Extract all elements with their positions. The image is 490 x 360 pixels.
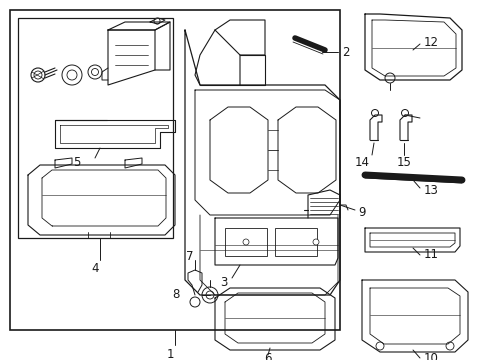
Ellipse shape — [154, 18, 160, 24]
Ellipse shape — [385, 73, 395, 83]
Bar — [10, 10, 340, 330]
Ellipse shape — [62, 65, 82, 85]
Ellipse shape — [401, 109, 409, 117]
Text: 10: 10 — [424, 351, 439, 360]
Bar — [275, 228, 317, 256]
Text: 3: 3 — [220, 275, 228, 288]
Text: 4: 4 — [91, 261, 99, 274]
Text: 1: 1 — [166, 347, 174, 360]
Ellipse shape — [376, 342, 384, 350]
Ellipse shape — [243, 239, 249, 245]
Text: 2: 2 — [342, 45, 349, 58]
Ellipse shape — [92, 68, 98, 76]
Ellipse shape — [31, 68, 45, 82]
Text: 14: 14 — [354, 156, 369, 168]
Bar — [225, 228, 267, 256]
Text: 13: 13 — [424, 184, 439, 197]
Ellipse shape — [371, 109, 378, 117]
Ellipse shape — [34, 71, 42, 79]
Text: 15: 15 — [396, 156, 412, 168]
Text: 5: 5 — [73, 156, 80, 168]
Ellipse shape — [190, 297, 200, 307]
Ellipse shape — [202, 287, 218, 303]
Ellipse shape — [313, 239, 319, 245]
Text: 8: 8 — [172, 288, 180, 302]
Text: 11: 11 — [424, 248, 439, 261]
Ellipse shape — [206, 291, 214, 299]
Ellipse shape — [67, 70, 77, 80]
Text: 6: 6 — [264, 352, 272, 360]
Bar — [18, 18, 173, 238]
Ellipse shape — [446, 342, 454, 350]
Text: 12: 12 — [424, 36, 439, 49]
Ellipse shape — [88, 65, 102, 79]
Text: 7: 7 — [186, 249, 194, 262]
Text: 9: 9 — [358, 206, 366, 219]
